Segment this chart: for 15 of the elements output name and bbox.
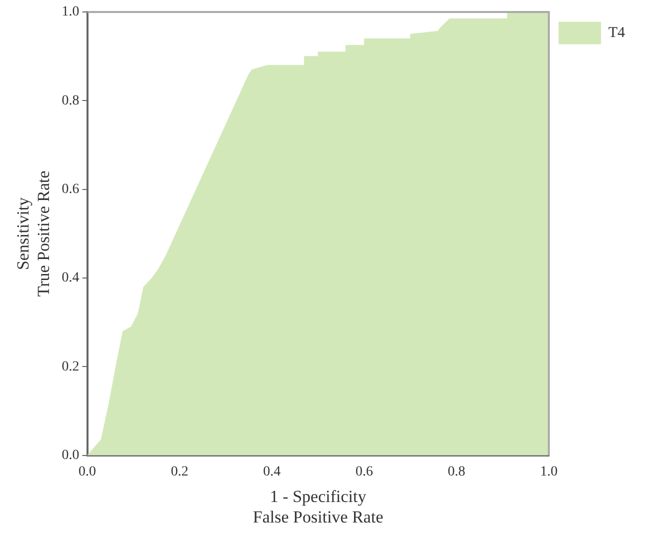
x-tick-label: 1.0 — [540, 464, 558, 480]
y-tick-label: 1.0 — [62, 4, 80, 20]
x-axis-title: 1 - Specificity False Positive Rate — [252, 486, 384, 526]
legend-label: T4 — [608, 24, 626, 41]
y-tick-label: 0.8 — [62, 93, 80, 108]
y-tick-label: 0.6 — [62, 182, 80, 198]
y-tick-label: 0.0 — [62, 448, 80, 464]
x-tick-label: 0.0 — [78, 464, 96, 480]
x-tick-label: 0.4 — [263, 464, 281, 480]
x-tick-label: 0.6 — [355, 464, 373, 480]
x-tick-label: 0.2 — [170, 464, 188, 480]
y-tick-label: 0.4 — [62, 270, 80, 286]
x-tick-label: 0.8 — [448, 464, 466, 480]
y-axis-title: Sensitivity True Positive Rate — [14, 170, 54, 297]
y-tick-label: 0.2 — [62, 359, 80, 374]
